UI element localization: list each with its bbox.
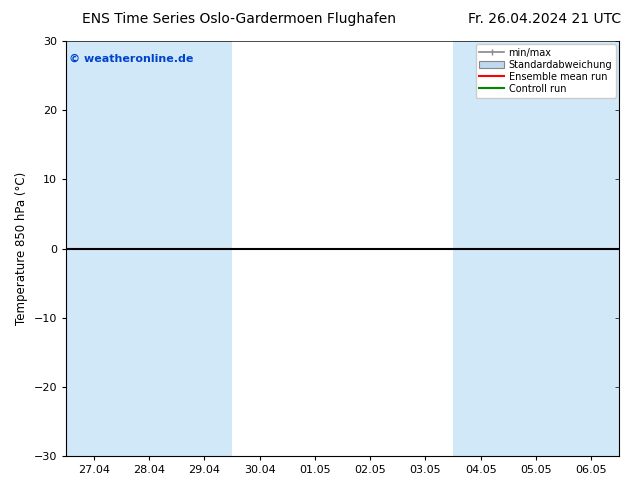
- Bar: [564, 41, 619, 456]
- Bar: [508, 41, 564, 456]
- Bar: [66, 41, 121, 456]
- Bar: [453, 41, 508, 456]
- Bar: [177, 41, 232, 456]
- Text: © weatheronline.de: © weatheronline.de: [69, 53, 193, 64]
- Text: Fr. 26.04.2024 21 UTC: Fr. 26.04.2024 21 UTC: [468, 12, 621, 26]
- Bar: [121, 41, 177, 456]
- Y-axis label: Temperature 850 hPa (°C): Temperature 850 hPa (°C): [15, 172, 28, 325]
- Legend: min/max, Standardabweichung, Ensemble mean run, Controll run: min/max, Standardabweichung, Ensemble me…: [476, 44, 616, 98]
- Text: ENS Time Series Oslo-Gardermoen Flughafen: ENS Time Series Oslo-Gardermoen Flughafe…: [82, 12, 396, 26]
